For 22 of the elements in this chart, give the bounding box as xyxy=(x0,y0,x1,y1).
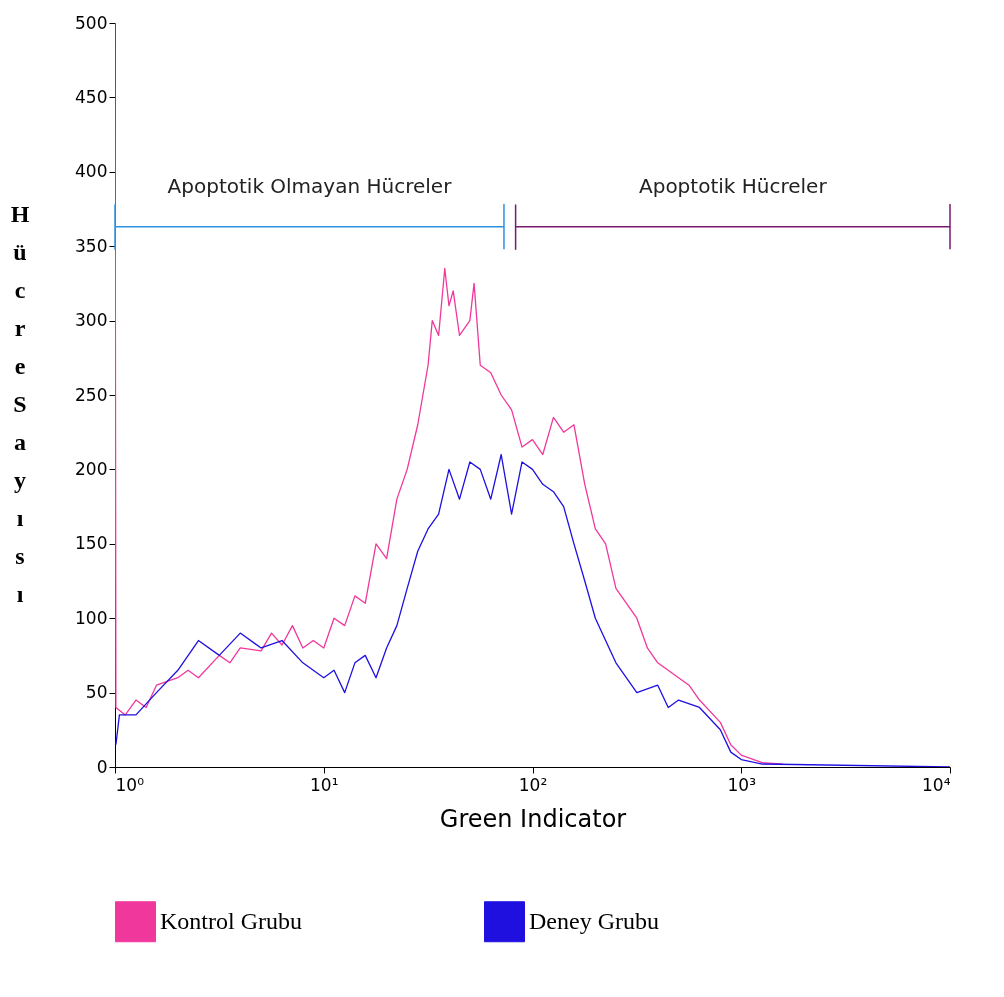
y-tick-label: 100 xyxy=(75,607,108,628)
series-label: Apoptotik Olmayan Hücreler xyxy=(167,173,453,198)
text: Hücre Sayısı xyxy=(10,201,30,607)
x-tick-label: 10⁴ xyxy=(922,774,951,795)
y-tick-label: 350 xyxy=(75,235,108,256)
y-tick-label: 250 xyxy=(75,384,108,405)
legend-label: Kontrol Grubu xyxy=(160,907,302,934)
y-tick-label: 200 xyxy=(75,458,108,479)
y-tick-label: 150 xyxy=(75,533,108,554)
series-label: Apoptotik Hücreler xyxy=(639,173,828,198)
x-tick-label: 10³ xyxy=(727,774,756,795)
y-tick-label: 300 xyxy=(75,310,108,331)
legend-label: Deney Grubu xyxy=(529,907,659,934)
y-tick-label: 50 xyxy=(85,682,108,703)
x-tick-label: 10² xyxy=(518,774,548,795)
x-tick-label: 10¹ xyxy=(310,774,339,795)
x-axis-title: Green Indicator xyxy=(439,804,627,833)
y-tick-label: 500 xyxy=(75,12,108,33)
x-tick-label: 10⁰ xyxy=(115,774,145,795)
y-tick-label: 400 xyxy=(75,161,108,182)
y-tick-label: 450 xyxy=(75,86,108,107)
y-tick-label: 0 xyxy=(96,756,108,777)
